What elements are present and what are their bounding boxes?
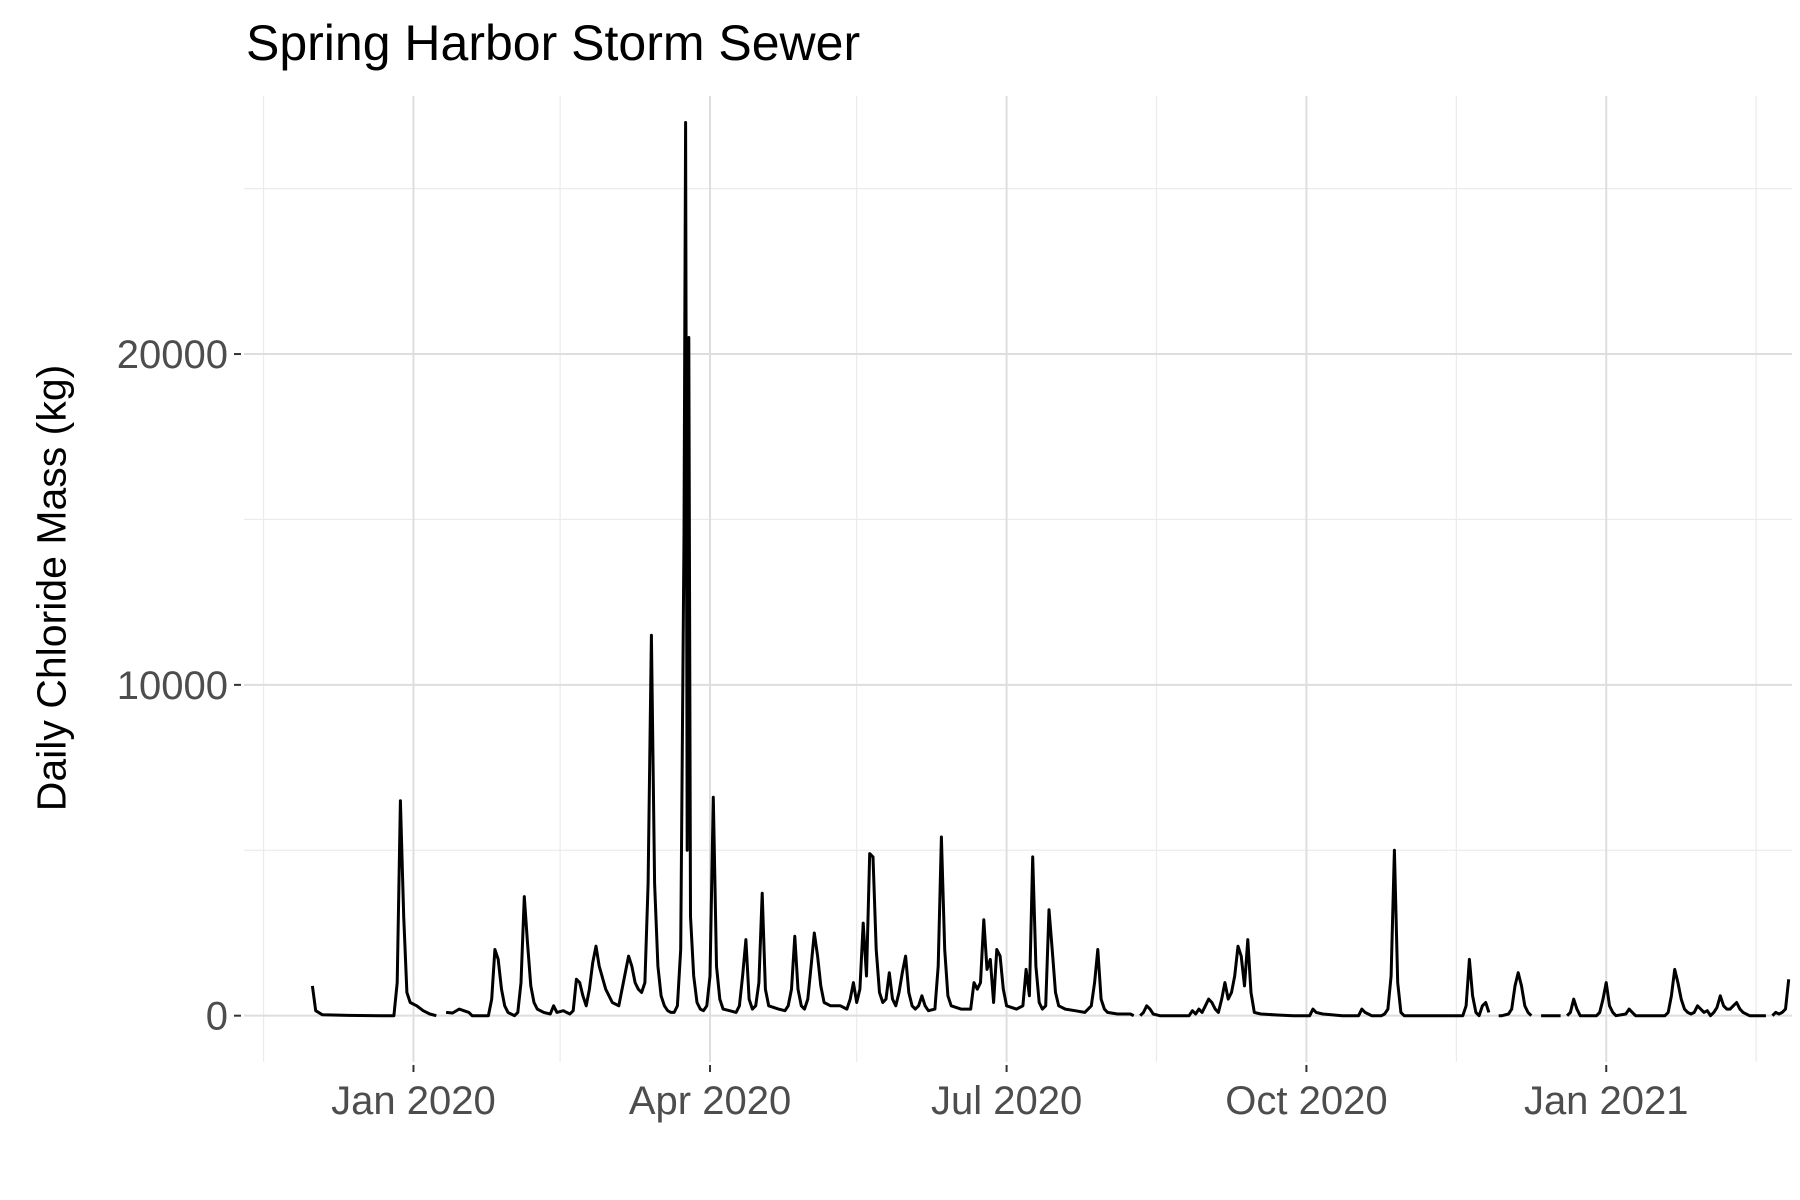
x-tick-labels: Jan 2020 Apr 2020 Jul 2020 Oct 2020 Jan 2021 [331,1079,1688,1123]
series-line-segment [310,799,437,1018]
x-tick-label: Apr 2020 [629,1079,791,1123]
y-tick-label: 20000 [117,333,228,377]
grid [244,96,1792,1062]
y-tick-label: 0 [206,995,228,1039]
x-tick-label: Jul 2020 [931,1079,1082,1123]
series-line-segment [1498,971,1533,1018]
series-line-segment [1566,967,1766,1018]
y-tick-labels: 0 10000 20000 [117,333,228,1039]
series-line-segment [445,121,1135,1018]
series-layer [310,121,1791,1018]
x-tick-label: Oct 2020 [1225,1079,1387,1123]
chart-title: Spring Harbor Storm Sewer [246,15,861,71]
series-line-segment [1139,848,1491,1018]
axis-ticks [234,353,1608,1072]
x-tick-label: Jan 2021 [1524,1079,1689,1123]
series-line-segment [1771,979,1791,1017]
x-tick-label: Jan 2020 [331,1079,496,1123]
y-tick-label: 10000 [117,664,228,708]
